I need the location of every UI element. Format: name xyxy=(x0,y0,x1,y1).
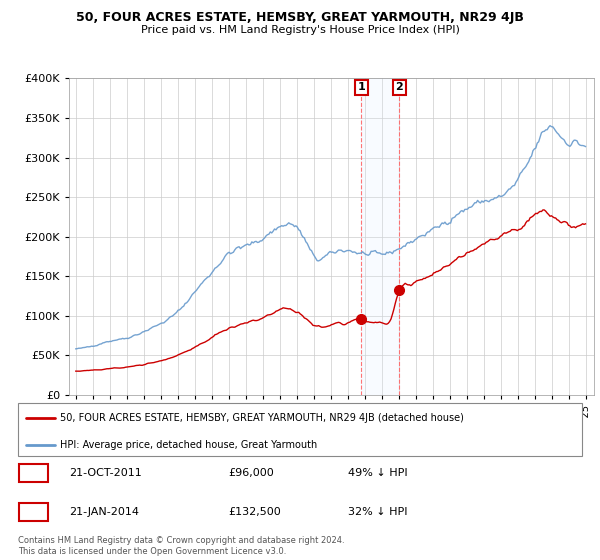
Text: £132,500: £132,500 xyxy=(228,507,281,517)
Text: 1: 1 xyxy=(358,82,365,92)
FancyBboxPatch shape xyxy=(18,403,582,456)
Text: Contains HM Land Registry data © Crown copyright and database right 2024.
This d: Contains HM Land Registry data © Crown c… xyxy=(18,536,344,556)
Text: HPI: Average price, detached house, Great Yarmouth: HPI: Average price, detached house, Grea… xyxy=(60,440,317,450)
Bar xyxy=(361,78,400,395)
Text: 50, FOUR ACRES ESTATE, HEMSBY, GREAT YARMOUTH, NR29 4JB (detached house): 50, FOUR ACRES ESTATE, HEMSBY, GREAT YAR… xyxy=(60,413,464,423)
Text: 21-OCT-2011: 21-OCT-2011 xyxy=(69,468,142,478)
Text: Price paid vs. HM Land Registry's House Price Index (HPI): Price paid vs. HM Land Registry's House … xyxy=(140,25,460,35)
Text: £96,000: £96,000 xyxy=(228,468,274,478)
Text: 49% ↓ HPI: 49% ↓ HPI xyxy=(348,468,407,478)
Text: 32% ↓ HPI: 32% ↓ HPI xyxy=(348,507,407,517)
Text: 50, FOUR ACRES ESTATE, HEMSBY, GREAT YARMOUTH, NR29 4JB: 50, FOUR ACRES ESTATE, HEMSBY, GREAT YAR… xyxy=(76,11,524,24)
Text: 1: 1 xyxy=(29,466,38,480)
Text: 2: 2 xyxy=(395,82,403,92)
Text: 2: 2 xyxy=(29,506,38,519)
Text: 21-JAN-2014: 21-JAN-2014 xyxy=(69,507,139,517)
